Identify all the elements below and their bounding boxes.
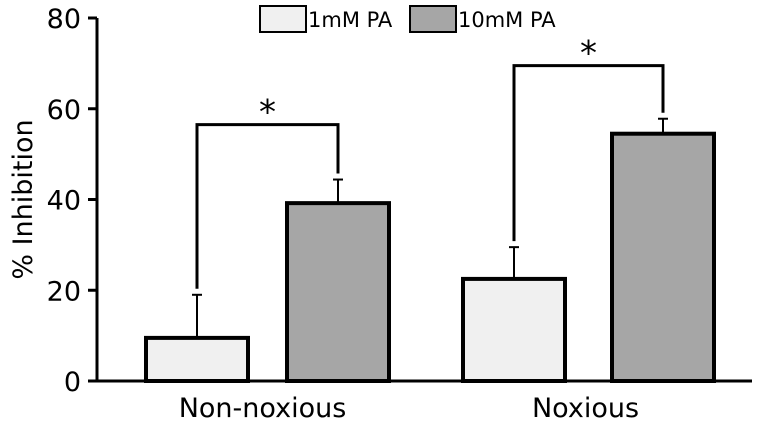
y-tick-label: 40 [47,186,81,217]
bar [285,201,391,383]
significance-marker: * [580,34,597,74]
legend-label: 10mM PA [458,8,556,32]
x-category-label: Non-noxious [179,393,347,423]
legend-swatch [409,5,457,33]
significance-bracket [512,64,665,242]
error-bars [192,117,668,338]
y-tick-label: 20 [47,276,81,307]
significance-marker: * [259,93,276,133]
y-tick-label: 0 [64,367,81,398]
legend-swatch [259,5,307,33]
bar [461,276,567,383]
y-tick-label: 60 [47,95,81,126]
y-tick-label: 80 [47,4,81,35]
bar [144,335,250,383]
significance-brackets: ** [195,34,665,289]
legend-label: 1mM PA [308,8,393,32]
significance-bracket [195,123,340,289]
axis-labels: 0 20 40 60 80 % Inhibition Non-noxious Noxious [8,4,639,423]
x-category-label: Noxious [532,393,639,423]
bars [144,131,716,383]
legend: 1mM PA 10mM PA [259,5,556,33]
bar [610,131,716,383]
y-axis-title: % Inhibition [8,119,39,279]
